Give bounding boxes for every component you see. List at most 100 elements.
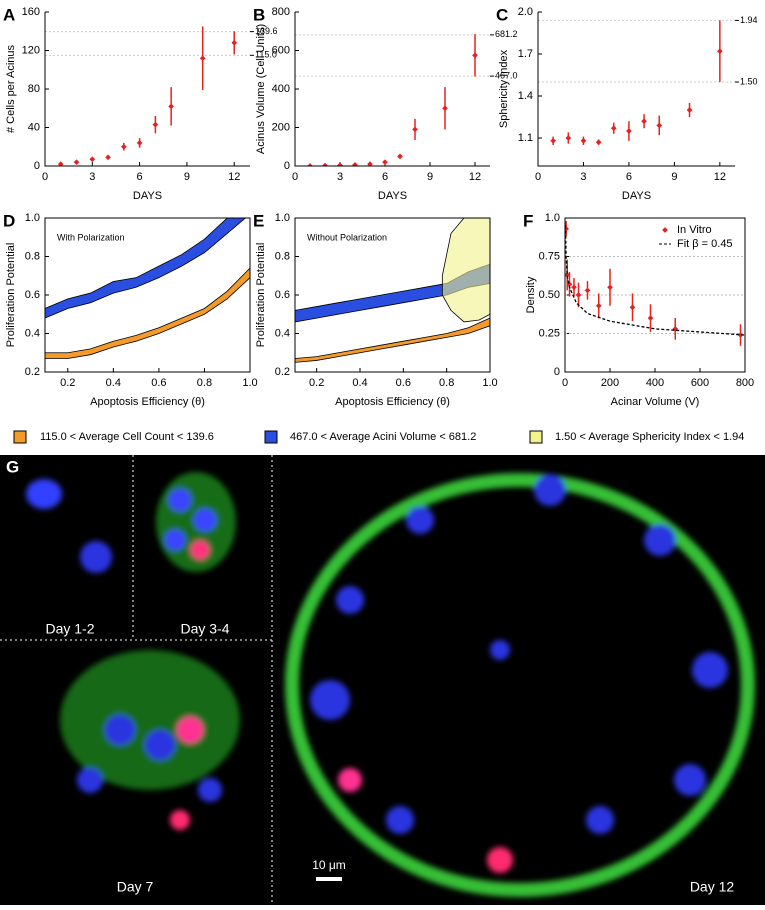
point [367,161,373,166]
annotation: Without Polarization [307,232,387,242]
plot [550,20,723,146]
y-tick-label: 600 [272,44,290,56]
plot [57,26,238,166]
legend-label: 115.0 < Average Cell Count < 139.6 [40,431,214,443]
legend-swatch [13,430,27,444]
frame [564,217,746,373]
point [626,128,632,134]
point [595,302,602,309]
chart: F Density Acinar Volume (V) 0 0.25 0.50 0.75 1.… [523,211,754,407]
legend-label: Fit β = 0.45 [677,238,733,250]
legend-swatch [264,430,278,444]
panel-label: C [496,5,508,24]
x-tick-label: 3 [337,171,343,183]
legend-marker [662,227,668,233]
x-tick-label: 600 [691,377,709,389]
y-tick-label: 1.0 [275,212,290,224]
y-tick-label: 1.0 [545,212,560,224]
panel-label: G [6,457,19,476]
chart: A # Cells per Acinus DAYS 0 40 80 120 160 0 3 6 9 12… [3,5,278,201]
x-tick-label: 6 [626,171,632,183]
y-tick-label: 0.2 [25,366,40,378]
point [73,159,80,165]
point [565,135,572,141]
point [717,48,723,55]
range-label: 681.2 [495,29,518,39]
x-axis-label: Acinar Volume (V) [611,396,700,408]
y-tick-label: 0.4 [275,327,290,339]
legend-swatch [529,430,543,444]
point [550,137,556,144]
x-tick-label: 1.0 [482,377,497,389]
point [412,126,418,133]
plot [307,34,478,166]
x-tick-label: 0.6 [396,377,411,389]
x-tick-label: 9 [184,171,190,183]
band [295,263,490,323]
y-tick-label: 160 [22,6,40,18]
panel-label: A [3,5,15,24]
frame [294,217,491,373]
band [441,218,490,323]
fit-line [565,225,745,336]
point [737,332,744,338]
point [575,292,582,298]
point [231,39,238,46]
point [397,153,403,160]
x-tick-label: 0.2 [60,377,75,389]
x-tick-label: 0 [562,377,568,389]
y-axis-label: # Cells per Acinus [5,44,17,133]
point [571,284,577,291]
caption: Day 12 [690,879,735,895]
point [199,55,206,62]
y-tick-label: 1.4 [518,90,533,102]
point [656,122,663,129]
x-tick-label: 0.4 [352,377,367,389]
point [595,139,602,146]
x-tick-label: 9 [427,171,433,183]
point [647,315,654,321]
axes [44,12,250,167]
x-tick-label: 12 [714,171,726,183]
y-axis-label: Proliferation Potential [5,243,17,348]
panel-label: F [523,211,533,230]
x-tick-label: 0.8 [197,377,212,389]
x-tick-label: 12 [228,171,240,183]
point [565,272,571,278]
y-tick-label: 0.8 [25,250,40,262]
y-tick-label: 120 [22,44,40,56]
point [307,163,313,166]
x-tick-label: 0 [292,171,298,183]
point [565,225,569,232]
range-label: 467.0 [495,70,518,80]
point [607,284,613,291]
y-tick-label: 80 [28,83,40,95]
x-tick-label: 800 [736,377,754,389]
plot [45,218,250,359]
frame [44,217,251,373]
plot [295,218,490,363]
y-tick-label: 1.7 [518,48,533,60]
point [337,162,343,166]
y-tick-label: 200 [272,121,290,133]
legend-label: In Vitro [677,224,712,236]
y-tick-label: 0.2 [275,366,290,378]
point [89,156,96,163]
y-tick-label: 0 [554,366,560,378]
x-axis-label: DAYS [133,190,162,202]
x-tick-label: 400 [646,377,664,389]
point [105,154,111,161]
point [580,137,587,144]
point [686,107,693,113]
y-tick-label: 0.8 [275,250,290,262]
y-tick-label: 0.75 [539,250,560,262]
panel-label: D [3,211,15,230]
x-tick-label: 12 [469,171,481,183]
x-tick-label: 200 [601,377,619,389]
range-label: 1.94 [740,15,758,25]
point [610,125,617,132]
x-tick-label: 6 [382,171,388,183]
y-tick-label: 0.25 [539,327,560,339]
x-tick-label: 0.2 [309,377,324,389]
